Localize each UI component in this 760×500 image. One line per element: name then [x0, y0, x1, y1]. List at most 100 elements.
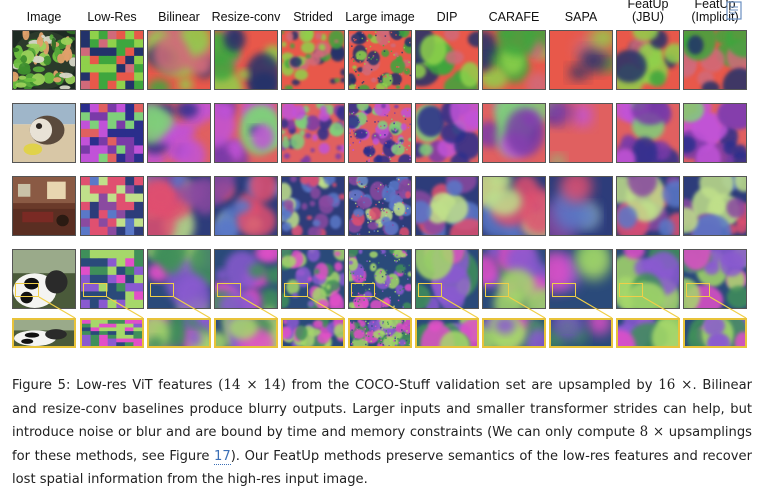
- zoomed-crop-image: [12, 318, 76, 348]
- zoomed-crop-resizeconv: [214, 318, 278, 348]
- column-header-line: Strided: [293, 10, 333, 24]
- column-header-line: FeatUp: [694, 0, 736, 11]
- column-header-resizeconv: Resize-conv: [206, 11, 286, 24]
- column-header-line: Large image: [345, 10, 415, 24]
- figure-17-link[interactable]: 17: [214, 448, 231, 465]
- zoomed-crop-jbu: [616, 318, 680, 348]
- zoomed-crop-lowres: [80, 318, 144, 348]
- column-header-lowres: Low-Res: [72, 11, 152, 24]
- feature-map-large: [348, 176, 412, 236]
- feature-map-jbu: [616, 103, 680, 163]
- feature-map-carafe: [482, 30, 546, 90]
- feature-map-large: [348, 249, 412, 309]
- zoomed-crop-sapa: [549, 318, 613, 348]
- zoomed-crop-large: [348, 318, 412, 348]
- feature-map-implicit: [683, 249, 747, 309]
- caption-label: Figure 5:: [12, 378, 71, 393]
- zoomed-crop-dip: [415, 318, 479, 348]
- column-header-line: SAPA: [564, 10, 598, 24]
- feature-map-lowres: [80, 30, 144, 90]
- column-header-line: Low-Res: [87, 10, 137, 24]
- column-header-dip: DIP: [407, 11, 487, 24]
- column-header-line: Resize-conv: [211, 10, 281, 24]
- feature-map-carafe: [482, 249, 546, 309]
- feature-map-jbu: [616, 176, 680, 236]
- feature-map-strided: [281, 176, 345, 236]
- zoom-region-box: [686, 283, 710, 297]
- caption-math-resolution: (14 × 14): [218, 377, 286, 393]
- feature-map-jbu: [616, 249, 680, 309]
- column-header-strided: Strided: [273, 11, 353, 24]
- caption-text-3: . Bilinear and resize-conv baselines pro…: [12, 378, 753, 441]
- feature-map-bilinear: [147, 176, 211, 236]
- zoom-region-box: [619, 283, 643, 297]
- input-image-dog-beach: [12, 103, 76, 163]
- column-header-carafe: CARAFE: [474, 11, 554, 24]
- feature-map-resizeconv: [214, 176, 278, 236]
- feature-map-bilinear: [147, 103, 211, 163]
- feature-map-strided: [281, 249, 345, 309]
- feature-map-sapa: [549, 103, 613, 163]
- column-header-large: Large image: [340, 11, 420, 24]
- feature-map-bilinear: [147, 30, 211, 90]
- feature-map-implicit: [683, 176, 747, 236]
- column-header-line: (JBU): [632, 10, 664, 24]
- feature-map-resizeconv: [214, 103, 278, 163]
- caption-text-5: ). Our FeatUp methods preserve semantics…: [12, 448, 752, 488]
- zoomed-crop-implicit: [683, 318, 747, 348]
- feature-map-dip: [415, 30, 479, 90]
- feature-map-strided: [281, 103, 345, 163]
- zoom-region-box: [83, 283, 107, 297]
- zoom-region-box: [217, 283, 241, 297]
- figure-5: Image Low-Res Bilinear Resize-conv Strided La…: [12, 0, 747, 348]
- feature-map-lowres: [80, 103, 144, 163]
- column-header-line: FeatUp: [627, 0, 669, 11]
- caption-text-2: from the COCO-Stuff validation set are u…: [291, 378, 653, 393]
- feature-map-implicit: [683, 30, 747, 90]
- feature-map-resizeconv: [214, 249, 278, 309]
- input-image-living-room: [12, 176, 76, 236]
- feature-map-implicit: [683, 103, 747, 163]
- feature-map-large: [348, 103, 412, 163]
- feature-map-dip: [415, 249, 479, 309]
- caption-text-1: Low-res ViT features: [76, 378, 213, 393]
- input-image-broccoli-bowl: [12, 30, 76, 90]
- zoom-region-box: [485, 283, 509, 297]
- feature-map-jbu: [616, 30, 680, 90]
- zoom-region-box: [150, 283, 174, 297]
- feature-map-sapa: [549, 176, 613, 236]
- zoomed-crop-bilinear: [147, 318, 211, 348]
- feature-map-large: [348, 30, 412, 90]
- column-header-sapa: SAPA: [541, 11, 621, 24]
- caption-math-factor: 16 ×: [658, 377, 693, 393]
- zoom-region-box: [284, 283, 308, 297]
- feature-map-lowres: [80, 176, 144, 236]
- feature-map-carafe: [482, 103, 546, 163]
- feature-map-strided: [281, 30, 345, 90]
- column-header-bilinear: Bilinear: [139, 11, 219, 24]
- column-header-line: DIP: [436, 10, 458, 24]
- column-header-line: Bilinear: [158, 10, 200, 24]
- feature-map-dip: [415, 103, 479, 163]
- feature-map-resizeconv: [214, 30, 278, 90]
- feature-map-sapa: [549, 30, 613, 90]
- zoom-region-box: [552, 283, 576, 297]
- feature-map-carafe: [482, 176, 546, 236]
- figure-caption: Figure 5: Low-res ViT features (14 × 14)…: [12, 374, 752, 492]
- feature-map-dip: [415, 176, 479, 236]
- zoomed-crop-carafe: [482, 318, 546, 348]
- zoomed-crop-strided: [281, 318, 345, 348]
- input-image-panda-plush: [12, 249, 76, 309]
- caption-math-factor-8: 8 ×: [639, 424, 665, 441]
- feature-map-sapa: [549, 249, 613, 309]
- zoom-region-box: [418, 283, 442, 297]
- feature-map-bilinear: [147, 249, 211, 309]
- feature-map-lowres: [80, 249, 144, 309]
- zoom-region-box: [15, 283, 39, 297]
- column-header-jbu: FeatUp (JBU): [608, 0, 688, 24]
- column-header-line: Image: [26, 10, 62, 24]
- column-header-line: CARAFE: [488, 10, 540, 24]
- caption-text-4: upsamplings for these methods, see Figur…: [12, 425, 752, 464]
- zoom-region-box: [351, 283, 375, 297]
- page-ref-icon[interactable]: [722, 0, 748, 24]
